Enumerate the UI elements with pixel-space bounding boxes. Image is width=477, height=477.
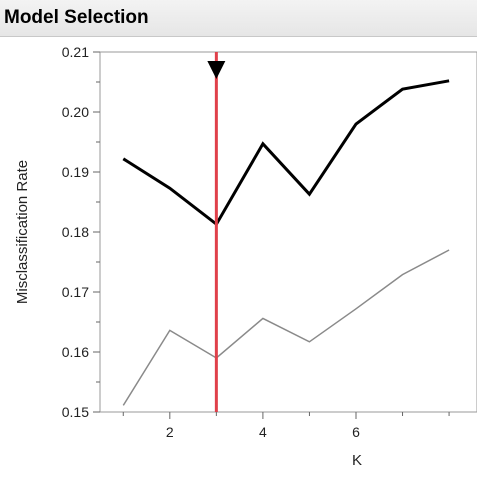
panel-title: Model Selection (4, 7, 149, 28)
panel-header: Model Selection (0, 0, 477, 37)
series-line-2 (122, 249, 450, 406)
y-axis-label: Misclassification Rate (14, 160, 31, 304)
selected-k-marker (207, 61, 226, 79)
y-tick-label-0.15: 0.15 (62, 404, 89, 420)
y-tick-label-0.17: 0.17 (62, 284, 89, 300)
y-tick-label-0.16: 0.16 (62, 344, 89, 360)
y-tick-label-0.20: 0.20 (62, 104, 89, 120)
x-tick-label-2: 2 (166, 424, 174, 440)
y-tick-label-0.19: 0.19 (62, 164, 89, 180)
x-tick-label-6: 6 (352, 424, 360, 440)
x-tick-label-4: 4 (259, 424, 267, 440)
y-tick-label-0.18: 0.18 (62, 224, 89, 240)
x-axis-label: K (352, 452, 362, 469)
plot-frame (99, 51, 477, 413)
y-tick-label-0.21: 0.21 (62, 44, 89, 60)
series-line-1 (122, 79, 450, 227)
